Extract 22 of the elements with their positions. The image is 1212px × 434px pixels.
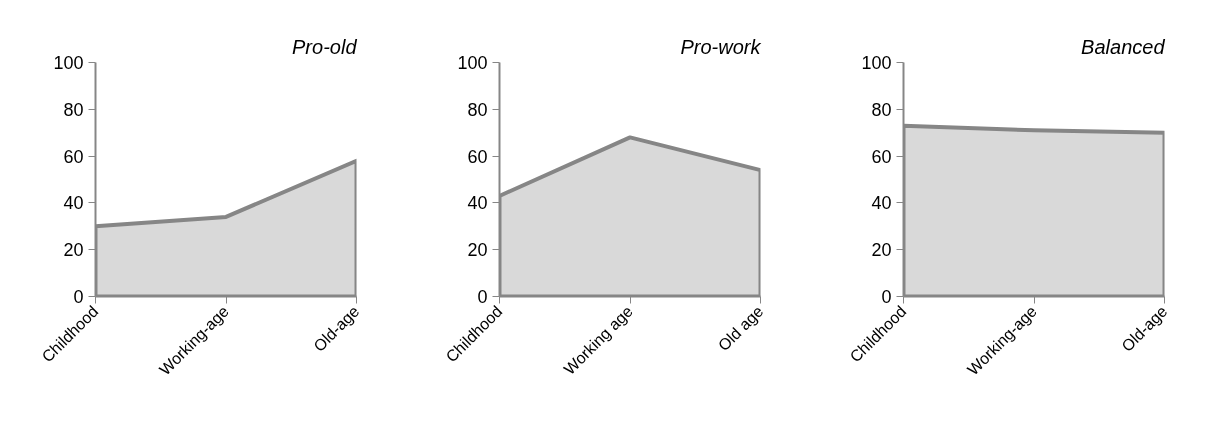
y-tick-label: 40 bbox=[63, 193, 84, 214]
y-tick-label: 60 bbox=[63, 146, 84, 167]
y-tick-label: 80 bbox=[871, 99, 892, 120]
x-tick-label: Old age bbox=[714, 302, 767, 355]
y-tick-label: 80 bbox=[63, 99, 84, 120]
y-tick-label: 20 bbox=[63, 240, 84, 261]
y-tick-label: 20 bbox=[871, 240, 892, 261]
y-tick-label: 40 bbox=[871, 193, 892, 214]
y-tick-label: 0 bbox=[73, 287, 84, 307]
chart-title: Pro-old bbox=[292, 35, 358, 58]
y-tick-label: 0 bbox=[881, 287, 892, 307]
chart-title: Pro-work bbox=[680, 35, 762, 58]
y-tick-label: 40 bbox=[467, 193, 488, 214]
y-tick-label: 0 bbox=[477, 287, 488, 307]
chart-title: Balanced bbox=[1081, 35, 1166, 58]
y-tick-label: 100 bbox=[457, 53, 488, 73]
y-tick-label: 100 bbox=[53, 53, 84, 73]
y-tick-label: 60 bbox=[467, 146, 488, 167]
y-tick-label: 100 bbox=[861, 53, 892, 73]
y-tick-label: 20 bbox=[467, 240, 488, 261]
y-tick-label: 60 bbox=[871, 146, 892, 167]
y-tick-label: 80 bbox=[467, 99, 488, 120]
